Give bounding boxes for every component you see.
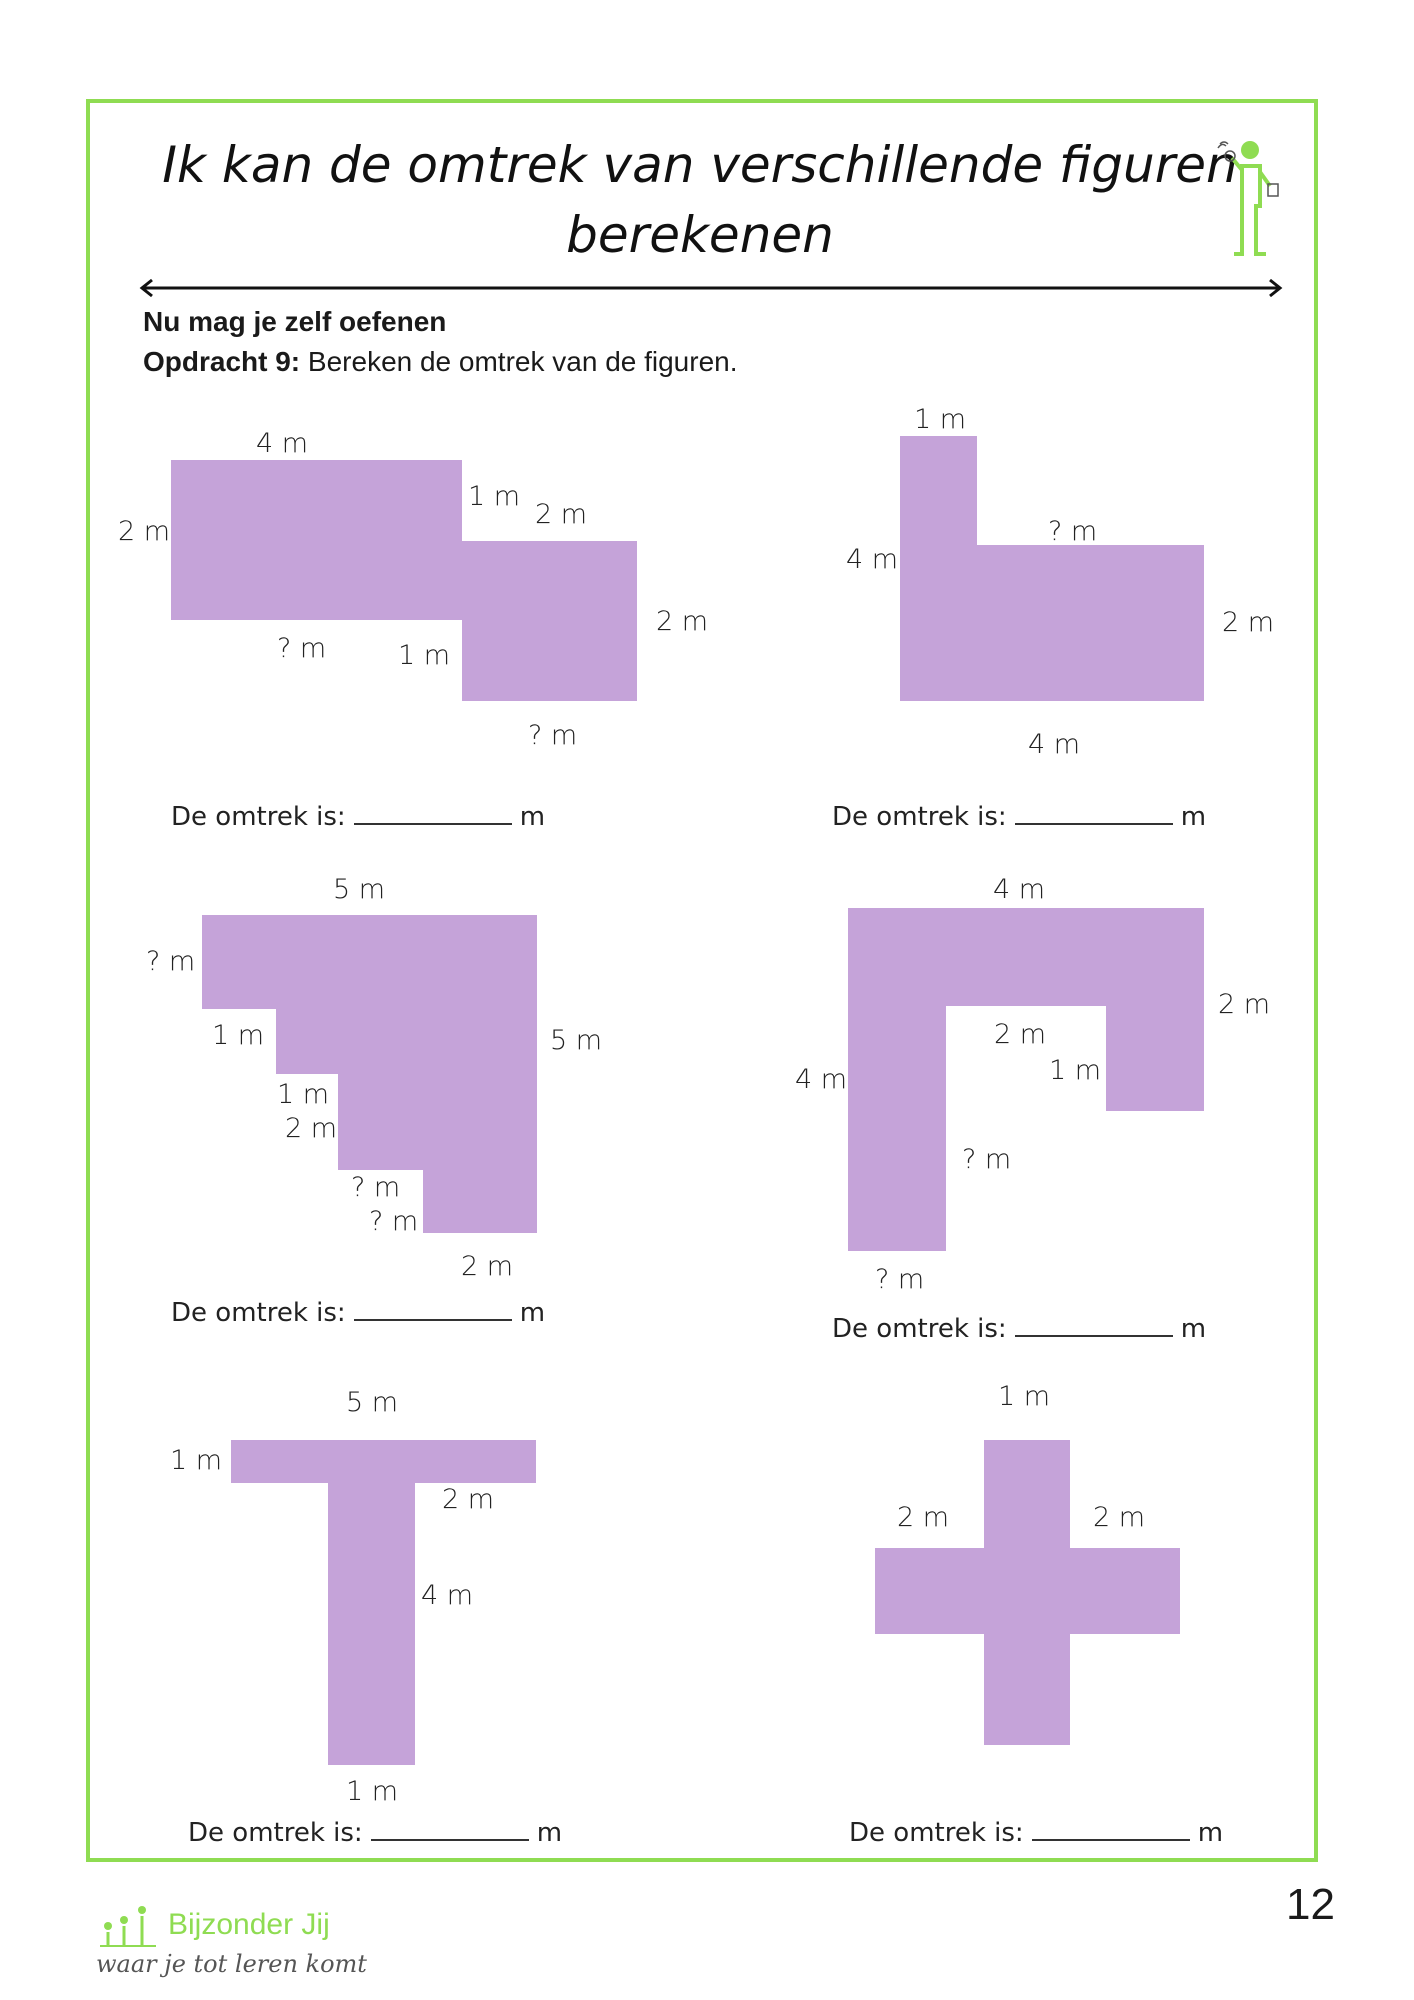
measure-label: 5 m [346, 1387, 398, 1418]
measure-label: 5 m [333, 874, 385, 905]
answer-line: De omtrek is: m [188, 1817, 562, 1848]
shape-step-1 [202, 915, 537, 1009]
measure-label: 2 m [897, 1502, 949, 1533]
page-number: 12 [1286, 1880, 1335, 1930]
measure-label: 1 m [914, 404, 966, 435]
measure-label: 1 m [468, 481, 520, 512]
answer-blank[interactable] [1015, 1313, 1173, 1337]
measure-label: 4 m [846, 544, 898, 575]
measure-label: 2 m [1093, 1502, 1145, 1533]
logo-figures-icon [96, 1900, 168, 1950]
shape-plus-horizontal [875, 1548, 1180, 1634]
measure-label: 5 m [550, 1025, 602, 1056]
answer-blank[interactable] [354, 801, 512, 825]
measure-label: 2 m [535, 499, 587, 530]
shape-t-top [231, 1440, 536, 1483]
measure-label: 2 m [1222, 607, 1274, 638]
mascot-icon [1212, 136, 1282, 261]
measure-label: 2 m [1218, 989, 1270, 1020]
measure-label: 1 m [277, 1079, 329, 1110]
measure-label: ? m [528, 720, 577, 751]
measure-label: ? m [277, 633, 326, 664]
section-heading: Nu mag je zelf oefenen [143, 306, 446, 338]
shape-step-4 [423, 1170, 537, 1233]
measure-label: 4 m [256, 428, 308, 459]
answer-line: De omtrek is: m [171, 801, 545, 832]
measure-label: 1 m [398, 640, 450, 671]
shape-rect-small [462, 541, 637, 701]
measure-label: 1 m [998, 1381, 1050, 1412]
measure-label: 1 m [170, 1445, 222, 1476]
measure-label: 4 m [421, 1580, 473, 1611]
measure-label: 4 m [1028, 729, 1080, 760]
answer-blank[interactable] [1032, 1817, 1190, 1841]
answer-blank[interactable] [1015, 801, 1173, 825]
answer-line: De omtrek is: m [832, 801, 1206, 832]
double-arrow-line [138, 276, 1284, 300]
logo-brand: Bijzonder Jij [168, 1908, 330, 1942]
shape-step-3 [338, 1074, 537, 1170]
measure-label: 2 m [461, 1251, 513, 1282]
measure-label: 1 m [212, 1020, 264, 1051]
answer-line: De omtrek is: m [832, 1313, 1206, 1344]
shape-horizontal-rect [977, 545, 1204, 701]
shape-right-bar [1106, 1006, 1204, 1111]
shape-rect-large [171, 460, 462, 620]
logo-tagline: waar je tot leren komt [96, 1950, 367, 1978]
answer-blank[interactable] [354, 1297, 512, 1321]
assignment-text: Opdracht 9: Bereken de omtrek van de fig… [143, 346, 738, 378]
measure-label: 2 m [285, 1113, 337, 1144]
measure-label: ? m [146, 946, 195, 977]
shape-step-2 [276, 1009, 537, 1074]
measure-label: 2 m [442, 1484, 494, 1515]
measure-label: 2 m [118, 516, 170, 547]
page-title: Ik kan de omtrek van verschillende figur… [160, 130, 1240, 270]
measure-label: 4 m [993, 874, 1045, 905]
measure-label: ? m [1048, 516, 1097, 547]
measure-label: 1 m [346, 1776, 398, 1807]
answer-line: De omtrek is: m [171, 1297, 545, 1328]
measure-label: 1 m [1049, 1055, 1101, 1086]
measure-label: 2 m [656, 606, 708, 637]
shape-top-bar [848, 908, 1204, 1006]
measure-label: ? m [369, 1206, 418, 1237]
answer-blank[interactable] [371, 1817, 529, 1841]
measure-label: ? m [875, 1264, 924, 1295]
shape-vertical-bar [900, 436, 977, 701]
measure-label: ? m [962, 1144, 1011, 1175]
measure-label: 4 m [795, 1064, 847, 1095]
measure-label: ? m [351, 1172, 400, 1203]
shape-t-stem [328, 1483, 415, 1765]
measure-label: 2 m [994, 1019, 1046, 1050]
shape-left-bar [848, 1006, 946, 1251]
answer-line: De omtrek is: m [849, 1817, 1223, 1848]
